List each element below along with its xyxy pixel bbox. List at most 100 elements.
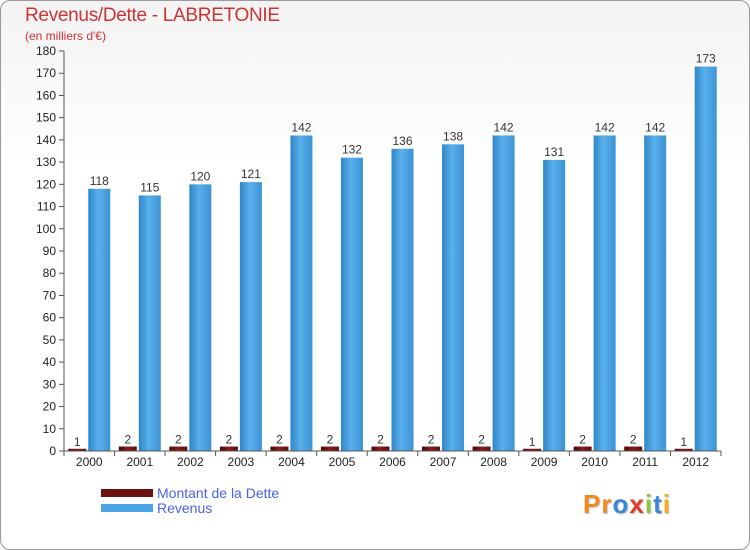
value-label-dette: 2 xyxy=(377,433,384,447)
logo-letter: t xyxy=(653,489,663,519)
bar-dette xyxy=(674,448,693,451)
value-label-revenus: 142 xyxy=(494,120,514,134)
bar-dette xyxy=(320,446,339,451)
value-label-revenus: 173 xyxy=(696,52,716,66)
x-tick-label: 2010 xyxy=(581,455,608,469)
bar-revenus xyxy=(644,135,667,451)
x-tick-label: 2012 xyxy=(682,455,709,469)
legend-item-dette: Montant de la Dette xyxy=(101,484,280,501)
x-tick-label: 2003 xyxy=(228,455,255,469)
y-tick-label: 20 xyxy=(43,400,57,414)
y-tick-label: 170 xyxy=(36,66,56,80)
value-label-revenus: 115 xyxy=(140,180,159,194)
y-tick-label: 60 xyxy=(43,311,57,325)
y-tick-label: 120 xyxy=(36,177,56,191)
x-tick-label: 2002 xyxy=(177,455,204,469)
bar-dette xyxy=(573,446,592,451)
logo-letter: P xyxy=(583,489,602,519)
logo-letter: r xyxy=(601,489,613,519)
bar-dette xyxy=(624,446,643,451)
x-tick-label: 2005 xyxy=(329,455,356,469)
y-tick-label: 0 xyxy=(49,444,56,458)
legend-label-dette: Montant de la Dette xyxy=(157,484,280,501)
bar-dette xyxy=(219,446,238,451)
chart-title: Revenus/Dette - LABRETONIE xyxy=(25,5,280,26)
y-tick-label: 110 xyxy=(37,200,56,214)
bar-dette xyxy=(523,448,542,451)
y-tick-label: 40 xyxy=(43,355,57,369)
legend-swatch-dette xyxy=(101,488,153,497)
value-label-dette: 2 xyxy=(226,433,233,447)
x-tick-label: 2008 xyxy=(480,455,507,469)
value-label-dette: 2 xyxy=(276,433,283,447)
bar-dette xyxy=(472,446,491,451)
logo-letter: x xyxy=(629,489,645,519)
x-tick-label: 2011 xyxy=(632,455,658,469)
legend-label-revenus: Revenus xyxy=(157,499,213,516)
y-tick-label: 30 xyxy=(43,377,57,391)
value-label-revenus: 142 xyxy=(291,120,311,134)
proxiti-logo: Proxiti xyxy=(583,489,671,520)
y-tick-label: 90 xyxy=(43,244,57,258)
bar-dette xyxy=(371,446,390,451)
value-label-revenus: 142 xyxy=(645,120,665,134)
logo-letter: i xyxy=(662,489,671,519)
value-label-revenus: 118 xyxy=(90,174,109,188)
x-tick-label: 2000 xyxy=(76,455,103,469)
y-tick-label: 150 xyxy=(36,111,56,125)
value-label-dette: 2 xyxy=(579,433,586,447)
x-tick-label: 2001 xyxy=(126,455,153,469)
bar-revenus xyxy=(593,135,616,451)
value-label-dette: 2 xyxy=(630,433,637,447)
y-tick-label: 180 xyxy=(36,44,56,58)
value-label-dette: 2 xyxy=(428,433,435,447)
y-tick-label: 50 xyxy=(43,333,57,347)
bar-dette xyxy=(422,446,441,451)
value-label-dette: 2 xyxy=(175,433,182,447)
value-label-dette: 2 xyxy=(478,433,485,447)
logo-letter: o xyxy=(612,489,630,519)
value-label-revenus: 132 xyxy=(342,143,362,157)
bar-revenus xyxy=(189,184,212,452)
bar-dette xyxy=(68,448,87,451)
value-label-dette: 2 xyxy=(327,433,334,447)
value-label-dette: 1 xyxy=(74,435,81,449)
bar-revenus xyxy=(290,135,313,451)
bar-dette xyxy=(270,446,289,451)
value-label-revenus: 131 xyxy=(544,145,564,159)
bar-revenus xyxy=(694,66,717,452)
value-label-revenus: 120 xyxy=(190,169,210,183)
y-tick-label: 140 xyxy=(36,133,56,147)
logo-letter: i xyxy=(644,489,654,519)
legend: Montant de la Dette Revenus xyxy=(101,484,280,516)
bar-revenus xyxy=(442,144,465,452)
bar-revenus xyxy=(340,157,363,451)
x-tick-label: 2006 xyxy=(379,455,406,469)
y-tick-label: 160 xyxy=(36,88,56,102)
bar-revenus xyxy=(391,148,414,451)
x-tick-label: 2004 xyxy=(278,455,305,469)
y-tick-label: 10 xyxy=(43,422,57,436)
value-label-dette: 1 xyxy=(680,435,687,449)
value-label-revenus: 142 xyxy=(595,120,615,134)
x-tick-label: 2007 xyxy=(430,455,457,469)
legend-swatch-revenus xyxy=(101,503,153,512)
value-label-dette: 1 xyxy=(529,435,536,449)
x-tick-label: 2009 xyxy=(531,455,558,469)
bar-revenus xyxy=(543,159,566,451)
y-tick-label: 100 xyxy=(36,222,56,236)
value-label-revenus: 136 xyxy=(392,134,412,148)
value-label-revenus: 121 xyxy=(241,167,261,181)
bar-revenus xyxy=(492,135,515,451)
chart-subtitle: (en milliers d'€) xyxy=(25,29,106,43)
legend-item-revenus: Revenus xyxy=(101,499,279,516)
bar-revenus xyxy=(239,182,262,451)
bar-dette xyxy=(118,446,137,451)
bar-revenus xyxy=(138,195,161,451)
y-tick-label: 70 xyxy=(43,288,57,302)
bar-dette xyxy=(169,446,188,451)
bar-revenus xyxy=(88,188,111,451)
value-label-revenus: 138 xyxy=(443,129,463,143)
